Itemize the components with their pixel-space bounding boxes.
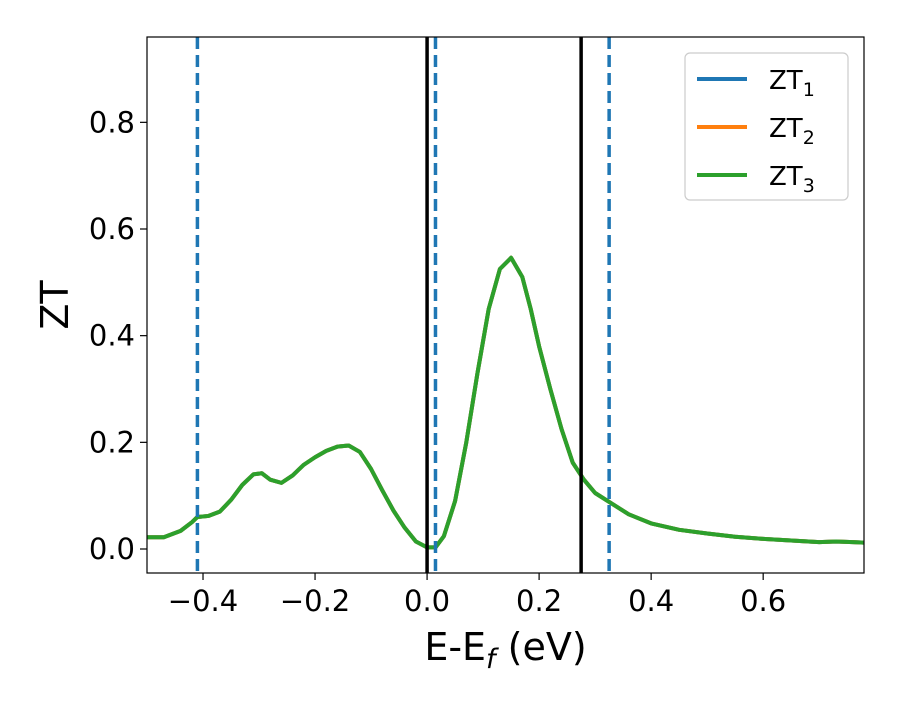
plot-frame (146, 36, 865, 574)
y-tick-label: 0.0 (89, 532, 135, 566)
x-tick-label: −0.2 (280, 584, 350, 618)
legend-label-1: ZT1 (769, 66, 815, 101)
x-axis-label: E-Ef (eV) (424, 625, 586, 675)
plot-area (147, 37, 864, 573)
legend-label-3: ZT3 (769, 162, 815, 197)
y-tick-label: 0.4 (89, 319, 135, 353)
legend-label-main: ZT (769, 162, 803, 192)
legend-label-subscript: 1 (803, 79, 815, 101)
x-tick-label: 0.6 (740, 584, 786, 618)
legend-label-main: ZT (769, 66, 803, 96)
legend-box (684, 52, 849, 201)
x-axis-label-main: E-E (424, 625, 486, 669)
series-line-zt2 (147, 255, 864, 550)
series-line-zt3 (147, 255, 864, 550)
y-tick-label: 0.2 (89, 425, 135, 459)
x-tick-label: 0.4 (628, 584, 674, 618)
legend-label-main: ZT (769, 114, 803, 144)
x-tick-label: 0.2 (516, 584, 562, 618)
y-tick-label: 0.6 (89, 212, 135, 246)
legend-label-2: ZT2 (769, 114, 815, 149)
y-tick-label: 0.8 (89, 105, 135, 139)
x-tick-label: −0.4 (168, 584, 238, 618)
x-tick-label: 0.0 (404, 584, 450, 618)
series-line-zt1 (147, 255, 864, 550)
legend-label-subscript: 3 (803, 175, 815, 197)
legend-label-subscript: 2 (803, 127, 815, 149)
x-axis-label-unit: (eV) (496, 625, 587, 669)
y-axis-label: ZT (33, 280, 77, 330)
